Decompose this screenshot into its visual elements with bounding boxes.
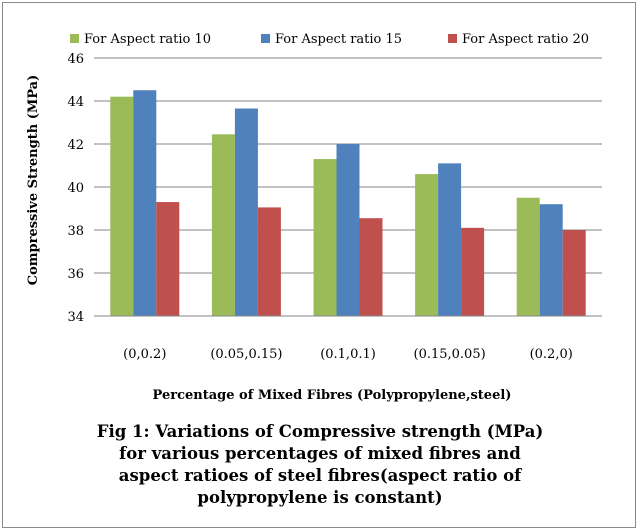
- x-tick-label: (0.1,0.1): [320, 347, 376, 362]
- x-tick-label: (0.2,0): [530, 347, 573, 362]
- caption-line-1: Fig 1: Variations of Compressive strengt…: [96, 422, 544, 441]
- legend-label: For Aspect ratio 10: [84, 32, 211, 47]
- bar: [359, 218, 383, 316]
- figure-caption: Fig 1: Variations of Compressive strengt…: [0, 421, 640, 509]
- y-tick-label: 44: [67, 95, 84, 110]
- x-tick-label: (0.05,0.15): [210, 347, 282, 362]
- bars: [110, 90, 586, 317]
- caption-line-3: aspect ratioes of steel fibres(aspect ra…: [118, 466, 522, 485]
- bar: [539, 204, 563, 316]
- caption-line-2: for various percentages of mixed fibres …: [119, 444, 521, 463]
- y-tick-label: 42: [67, 138, 84, 153]
- legend-label: For Aspect ratio 20: [462, 32, 589, 47]
- bar: [110, 96, 134, 316]
- y-tick-label: 34: [67, 310, 84, 325]
- y-tick-label: 46: [67, 52, 84, 67]
- bar: [461, 227, 485, 316]
- bar: [313, 159, 337, 316]
- bar: [516, 197, 540, 316]
- bar: [336, 144, 360, 316]
- x-axis-title: Percentage of Mixed Fibres (Polypropylen…: [153, 388, 512, 403]
- bar: [156, 202, 180, 316]
- bar: [211, 134, 235, 316]
- legend-swatch: [70, 34, 79, 43]
- bar: [438, 163, 462, 316]
- x-tick-labels: (0,0.2) (0.05,0.15) (0.1,0.1) (0.15,0.05) (0…: [123, 347, 573, 362]
- bar: [234, 108, 258, 317]
- legend-label: For Aspect ratio 15: [275, 32, 402, 47]
- y-tick-label: 38: [67, 224, 84, 239]
- bar: [415, 174, 439, 316]
- x-tick-label: (0,0.2): [123, 347, 166, 362]
- y-tick-label: 36: [67, 267, 84, 282]
- y-tick-label: 40: [67, 181, 84, 196]
- x-tick-label: (0.15,0.05): [414, 347, 486, 362]
- legend-swatch: [448, 34, 457, 43]
- caption-line-4: polypropylene is constant): [197, 488, 443, 507]
- bar: [257, 207, 281, 316]
- bar: [562, 230, 586, 316]
- y-tick-labels: 34 36 38 40 42 44 46: [67, 52, 84, 325]
- legend: For Aspect ratio 10 For Aspect ratio 15 Fo…: [70, 32, 589, 47]
- bar: [133, 90, 157, 316]
- y-axis-title: Compressive Strength (MPa): [26, 75, 41, 286]
- compressive-strength-chart: 34 36 38 40 42 44 46 (0,0.2) (0.05,0.15) (0.1,0.…: [26, 32, 602, 403]
- legend-swatch: [261, 34, 270, 43]
